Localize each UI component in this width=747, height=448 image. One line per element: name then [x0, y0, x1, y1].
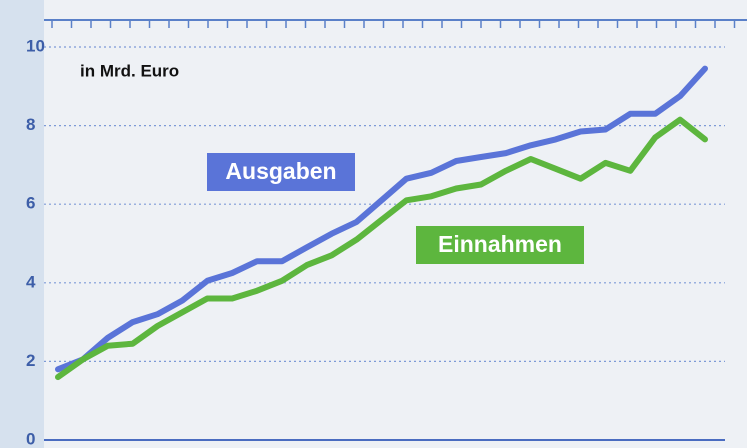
axis-band: [0, 0, 44, 448]
unit-label: in Mrd. Euro: [80, 61, 179, 80]
y-tick-label: 2: [26, 351, 35, 370]
legend-label: Einnahmen: [438, 231, 562, 257]
series-line: [55, 65, 708, 373]
y-tick-label: 0: [26, 429, 35, 448]
y-tick-label: 10: [26, 36, 45, 55]
legend-box: [207, 153, 355, 191]
y-tick-label: 6: [26, 194, 35, 213]
series-line: [55, 116, 708, 381]
y-tick-label: 4: [26, 272, 36, 291]
y-tick-label: 8: [26, 115, 35, 134]
legend-box: [416, 226, 584, 264]
legend-label: Ausgaben: [225, 158, 336, 184]
